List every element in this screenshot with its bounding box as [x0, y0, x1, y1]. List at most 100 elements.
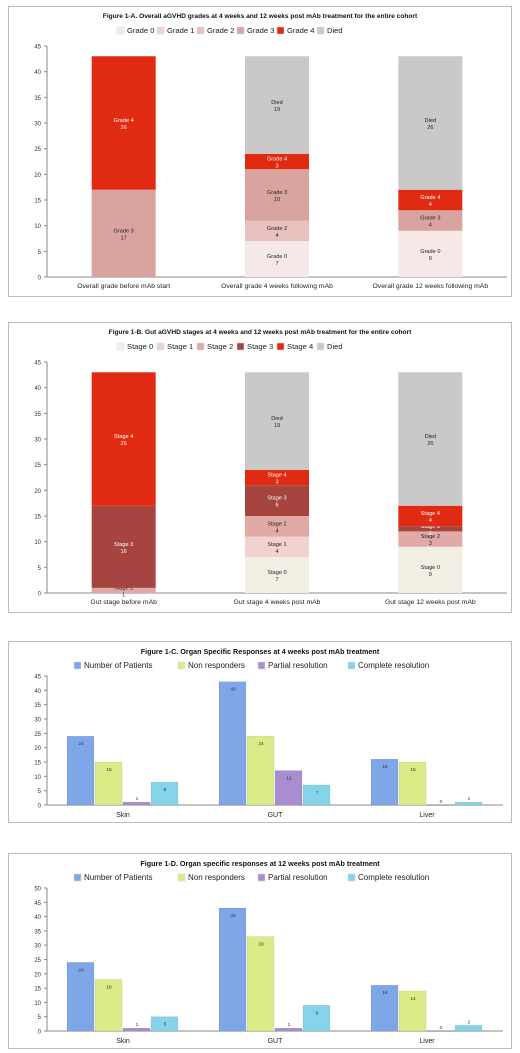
fig1b-segment-name-label: Stage 4 — [267, 473, 286, 479]
fig1c-ytick-label: 40 — [34, 689, 41, 695]
fig1d-legend-swatch — [73, 873, 82, 882]
fig1b-legend-label: Died — [327, 342, 343, 351]
fig1c-ytick-label: 45 — [34, 675, 41, 681]
fig1a-ytick-label: 45 — [34, 45, 41, 51]
fig1d-ytick-label: 35 — [34, 929, 41, 935]
fig1c-legend-label: Number of Patients — [84, 661, 152, 670]
fig1a-segment-value-label: 9 — [429, 256, 432, 262]
fig1a-segment-value-label: 19 — [274, 107, 280, 113]
fig1d-bar-value-label: 2 — [468, 1019, 471, 1025]
fig1c-bar — [218, 681, 247, 806]
fig1b-segment-value-label: 16 — [121, 549, 127, 555]
fig1a-segment-name-label: Grade 0 — [420, 249, 440, 255]
fig1d-bar-value-label: 24 — [78, 967, 84, 973]
chart-1d: Figure 1-D. Organ specific responses at … — [34, 859, 503, 1045]
fig1c-ytick-label: 10 — [34, 775, 41, 781]
fig1a-legend-label: Grade 1 — [167, 26, 194, 35]
fig1d-ytick-label: 15 — [34, 987, 41, 993]
fig1b-segment-value-label: 9 — [429, 572, 432, 578]
fig1d-bar-value-label: 16 — [382, 990, 388, 996]
fig1d-ytick-label: 40 — [34, 915, 41, 921]
fig1a-legend-swatch — [156, 26, 165, 35]
fig1c-bar-value-label: 43 — [230, 687, 236, 693]
fig1b-segment-name-label: Died — [425, 434, 437, 440]
fig1d-legend-swatch — [177, 873, 186, 882]
fig1b-segment-value-label: 3 — [429, 541, 432, 547]
fig1d-legend-label: Complete resolution — [358, 873, 429, 882]
fig1a-segment-name-label: Grade 4 — [114, 118, 134, 124]
chart-panel-1a: Figure 1-A. Overall aGVHD grades at 4 we… — [8, 6, 512, 297]
fig1d-bar-value-label: 0 — [440, 1025, 443, 1031]
fig1b-bar-segment — [398, 372, 463, 506]
fig1b-segment-name-label: Stage 3 — [114, 542, 133, 548]
fig1d-category-label: GUT — [268, 1038, 284, 1045]
fig1d-bar-value-label: 14 — [410, 996, 416, 1002]
fig1a-segment-name-label: Grade 3 — [114, 228, 134, 234]
fig1b-ytick-label: 10 — [34, 540, 41, 546]
fig1c-bar-value-label: 8 — [164, 787, 167, 793]
fig1a-bar-segment — [245, 220, 309, 242]
fig1c-bar — [66, 735, 95, 806]
fig1a-segment-name-label: Died — [425, 118, 437, 124]
fig1a-segment-value-label: 7 — [275, 261, 278, 267]
fig1b-segment-value-label: 4 — [275, 528, 278, 534]
fig1a-legend-label: Grade 3 — [247, 26, 274, 35]
fig1d-ytick-label: 20 — [34, 972, 41, 978]
fig1c-legend-swatch — [347, 661, 356, 670]
fig1a-legend-swatch — [196, 26, 205, 35]
fig1b-legend-swatch — [116, 342, 125, 351]
fig1a-legend-swatch — [116, 26, 125, 35]
fig1a-ytick-label: 5 — [38, 250, 42, 256]
fig1b-ytick-label: 0 — [38, 592, 42, 598]
fig1b-segment-name-label: Stage 3 — [267, 496, 286, 502]
fig1d-bar — [218, 907, 247, 1032]
fig1c-bar — [370, 758, 399, 806]
fig1c-bar-value-label: 24 — [78, 741, 84, 747]
fig1b-legend-label: Stage 2 — [207, 342, 233, 351]
fig1a-category-label: Overall grade before mAb start — [77, 283, 170, 290]
fig1c-legend-swatch — [73, 661, 82, 670]
fig1b-legend-swatch — [316, 342, 325, 351]
fig1c-legend-label: Partial resolution — [268, 661, 328, 670]
fig1d-bar — [150, 1016, 179, 1032]
fig1b-ytick-label: 45 — [34, 361, 41, 367]
fig1a-bar-segment — [245, 241, 309, 277]
fig1c-bar — [426, 804, 455, 806]
fig1a-segment-value-label: 26 — [121, 125, 127, 131]
chart-1b: Figure 1-B. Gut aGVHD stages at 4 weeks … — [34, 329, 507, 606]
chart-panel-1b: Figure 1-B. Gut aGVHD stages at 4 weeks … — [8, 322, 512, 613]
fig1b-segment-name-label: Stage 3 — [421, 524, 440, 530]
fig1b-segment-name-label: Stage 2 — [421, 534, 440, 540]
fig1d-title: Figure 1-D. Organ specific responses at … — [140, 859, 380, 868]
fig1b-bar-segment — [245, 372, 309, 470]
fig1c-bar-value-label: 15 — [106, 767, 112, 773]
fig1b-bar-segment — [398, 526, 463, 532]
fig1b-ytick-label: 15 — [34, 515, 41, 521]
fig1d-legend-label: Non responders — [188, 873, 245, 882]
fig1a-segment-name-label: Grade 3 — [267, 190, 287, 196]
fig1d-bar — [370, 984, 399, 1032]
fig1c-bar — [454, 801, 483, 806]
fig1c-category-label: GUT — [268, 812, 284, 819]
fig1b-legend-label: Stage 1 — [167, 342, 193, 351]
fig1b-ytick-label: 30 — [34, 438, 41, 444]
fig1d-bar — [274, 1027, 303, 1032]
fig1a-segment-name-label: Grade 0 — [267, 254, 287, 260]
fig1a-legend-swatch — [236, 26, 245, 35]
fig1b-legend-label: Stage 3 — [247, 342, 273, 351]
fig1a-segment-value-label: 4 — [275, 233, 278, 239]
fig1d-bar — [122, 1027, 151, 1032]
fig1c-bar-value-label: 1 — [136, 796, 139, 802]
fig1a-bar-segment — [398, 230, 463, 277]
fig1a-category-label: Overall grade 4 weeks following mAb — [221, 283, 333, 290]
fig1b-bar-segment — [398, 531, 463, 547]
fig1c-ytick-label: 0 — [38, 804, 42, 810]
fig1b-bar-segment — [398, 546, 463, 593]
fig1b-segment-name-label: Stage 2 — [267, 521, 286, 527]
fig1b-segment-name-label: Stage 4 — [421, 511, 440, 517]
fig1b-segment-value-label: 7 — [275, 577, 278, 583]
fig1a-segment-value-label: 26 — [427, 125, 433, 131]
fig1d-legend-swatch — [257, 873, 266, 882]
fig1c-bar-value-label: 16 — [382, 764, 388, 770]
fig1a-bar-segment — [398, 189, 463, 211]
